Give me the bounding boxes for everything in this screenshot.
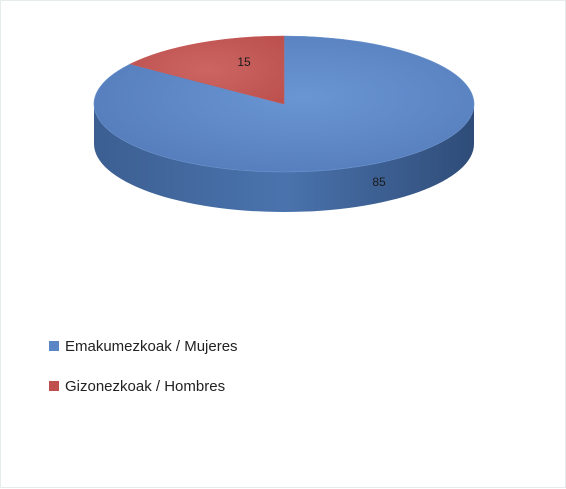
legend-item-mujeres: Emakumezkoak / Mujeres	[49, 334, 238, 358]
legend-label-hombres: Gizonezkoak / Hombres	[65, 377, 226, 395]
legend-swatch-hombres	[49, 381, 59, 391]
slice-mujeres-side	[94, 104, 474, 212]
legend-label-mujeres: Emakumezkoak / Mujeres	[65, 337, 238, 355]
slice-mujeres-data-label: 85	[372, 175, 386, 189]
slice-hombres-data-label: 15	[237, 55, 251, 69]
slice-hombres	[129, 35, 285, 105]
legend: Emakumezkoak / Mujeres Gizonezkoak / Hom…	[49, 334, 238, 414]
legend-item-hombres: Gizonezkoak / Hombres	[49, 374, 238, 398]
legend-swatch-mujeres	[49, 341, 59, 351]
